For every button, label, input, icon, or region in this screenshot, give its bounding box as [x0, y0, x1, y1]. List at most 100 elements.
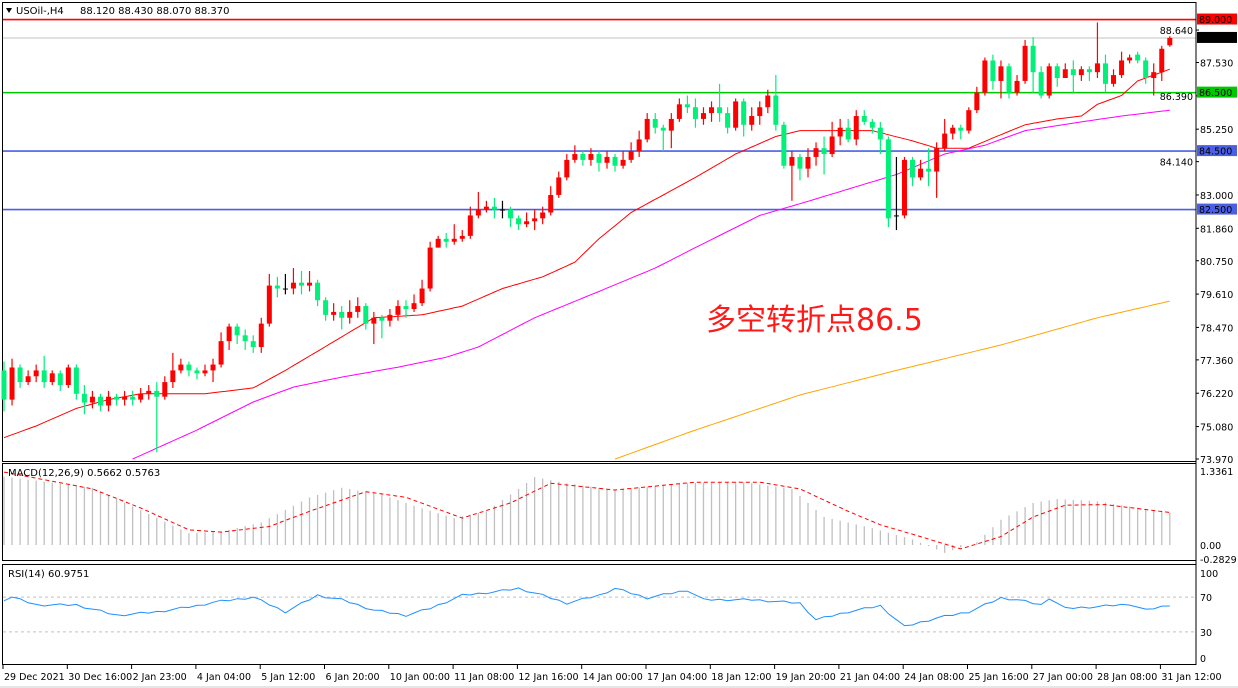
candle-body: [1038, 72, 1044, 96]
candle-body: [692, 107, 698, 119]
price-level-badge: [1197, 86, 1237, 98]
candle-body: [958, 127, 964, 131]
candle-body: [138, 393, 144, 400]
candle-body: [65, 367, 71, 386]
candle-body: [33, 370, 39, 377]
candle-body: [1022, 45, 1028, 81]
candle-body: [17, 367, 23, 383]
candle-body: [1111, 75, 1117, 84]
candle-body: [1094, 63, 1100, 73]
candle-body: [877, 127, 883, 140]
candle-body: [1046, 66, 1052, 96]
candle-body: [1030, 45, 1036, 73]
price-level-label: 89.000: [1199, 15, 1232, 26]
candle-body: [1014, 80, 1020, 93]
candle-body: [363, 306, 369, 324]
candle-body: [644, 118, 650, 140]
candle-body: [162, 382, 168, 397]
candle-body: [435, 238, 441, 248]
time-tick-label: 29 Dec 2021: [4, 672, 65, 683]
rsi-tick-label: 100: [1200, 569, 1218, 580]
time-tick-label: 10 Jan 00:00: [390, 672, 450, 683]
candle-body: [508, 209, 514, 219]
candle-body: [355, 306, 361, 312]
candle-body: [49, 373, 55, 383]
candle-body: [298, 282, 304, 286]
candle-body: [733, 101, 739, 128]
candle-body: [950, 127, 956, 134]
candle-body: [660, 127, 666, 131]
price-tick-label: 85.250: [1200, 125, 1233, 136]
candle-body: [89, 396, 95, 403]
candle-body: [1054, 66, 1060, 79]
triangle-down-icon[interactable]: [6, 8, 12, 13]
candle-body: [258, 323, 264, 348]
candle-body: [25, 376, 31, 383]
main-pane-border: [2, 2, 1197, 462]
candle-body: [652, 118, 658, 128]
candle-body: [516, 218, 522, 225]
price-tick-label: 80.750: [1200, 257, 1233, 268]
macd-tick-label: 1.3361: [1200, 467, 1233, 478]
candle-body: [323, 300, 329, 315]
candle-body: [226, 326, 232, 342]
candle-body: [700, 113, 706, 119]
candle-body: [966, 110, 972, 131]
time-tick-label: 30 Dec 16:00: [68, 672, 132, 683]
time-tick-label: 17 Jan 04:00: [647, 672, 707, 683]
time-tick-label: 25 Jan 16:00: [969, 672, 1029, 683]
time-tick-label: 2 Jan 23:00: [133, 672, 187, 683]
candle-body: [524, 221, 530, 225]
price-tick-label: 84.140: [1160, 158, 1193, 169]
candle-body: [114, 396, 120, 400]
candle-body: [572, 154, 578, 160]
candle-body: [73, 367, 79, 394]
rsi-line: [3, 587, 1170, 627]
candle-body: [620, 159, 626, 166]
candle-body: [749, 116, 755, 125]
candle-body: [1102, 63, 1108, 84]
candle-body: [250, 341, 256, 348]
candle-body: [861, 116, 867, 122]
candle-body: [717, 107, 723, 114]
candle-body: [307, 282, 313, 286]
time-tick-label: 4 Jan 04:00: [197, 672, 251, 683]
candle-body: [1070, 69, 1076, 76]
candle-body: [41, 370, 47, 383]
candle-body: [1135, 54, 1141, 61]
price-tick-label: 83.000: [1200, 191, 1233, 202]
candle-body: [451, 238, 457, 242]
candle-body: [395, 306, 401, 315]
candle-body: [668, 118, 674, 131]
price-level-label: 82.500: [1199, 205, 1232, 216]
candle-body: [540, 212, 546, 219]
candle-body: [1119, 60, 1125, 76]
candle-body: [266, 285, 272, 324]
candle-body: [813, 148, 819, 157]
time-tick-label: 27 Jan 00:00: [1033, 672, 1093, 683]
price-tick-label: 79.610: [1200, 290, 1233, 301]
candle-body: [459, 235, 465, 239]
rsi-tick-label: 70: [1200, 593, 1212, 604]
candle-body: [942, 133, 948, 149]
candle-body: [869, 121, 875, 128]
candle-body: [194, 370, 200, 374]
candle-body: [845, 127, 851, 140]
price-tick-label: 86.390: [1160, 92, 1193, 103]
candle-body: [331, 311, 337, 315]
time-tick-label: 18 Jan 12:00: [711, 672, 771, 683]
rsi-tick-label: 30: [1200, 628, 1212, 639]
price-level-label: 88.370: [1199, 33, 1232, 44]
candle-body: [998, 66, 1004, 81]
symbol-label: USOil-,H4: [16, 6, 64, 17]
time-tick-label: 28 Jan 08:00: [1097, 672, 1157, 683]
candle-body: [564, 159, 570, 178]
candle-body: [427, 247, 433, 289]
time-tick-label: 24 Jan 08:00: [904, 672, 964, 683]
candle-body: [982, 60, 988, 93]
price-tick-label: 88.640: [1160, 26, 1193, 37]
candle-body: [588, 154, 594, 160]
candle-body: [805, 156, 811, 169]
candle-body: [475, 209, 481, 216]
